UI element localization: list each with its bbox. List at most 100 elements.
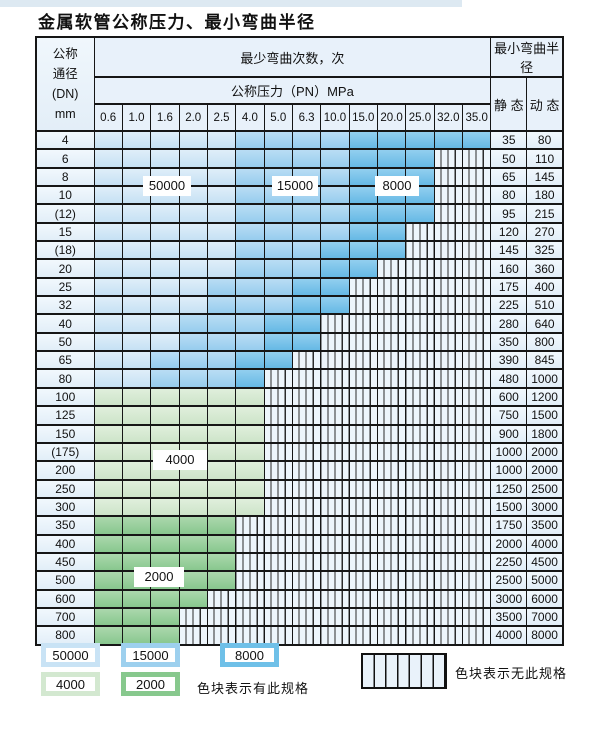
spec-cell-striped-not-available [461, 276, 492, 298]
spec-cell-green-light-4000 [150, 423, 180, 444]
dn-cell: 80 [35, 368, 95, 389]
spec-cell-striped-not-available [291, 350, 322, 371]
spec-cell-blue-dark-8000 [263, 331, 293, 353]
spec-cell-blue-medium-15000 [235, 185, 265, 206]
static-value-cell: 120 [490, 221, 528, 243]
spec-cell-green-medium-2000 [178, 588, 208, 609]
spec-cell-striped-not-available [433, 496, 463, 518]
spec-cell-striped-not-available [433, 240, 463, 261]
spec-cell-green-medium-2000 [206, 551, 237, 573]
spec-cell-striped-not-available [376, 405, 407, 426]
dn-header-line: 通径 [52, 67, 78, 81]
spec-cell-blue-light-50000 [206, 166, 237, 188]
spec-cell-blue-dark-8000 [405, 129, 435, 151]
spec-cell-blue-light-50000 [93, 221, 123, 243]
spec-cell-green-light-4000 [206, 478, 237, 499]
spec-cell-striped-not-available [461, 166, 492, 188]
spec-cell-green-medium-2000 [178, 570, 208, 591]
spec-cell-striped-not-available [405, 441, 435, 463]
spec-cell-green-light-4000 [121, 496, 152, 518]
spec-cell-green-medium-2000 [93, 606, 123, 628]
static-value-cell: 600 [490, 386, 528, 408]
spec-cell-blue-light-50000 [150, 221, 180, 243]
spec-cell-green-light-4000 [178, 405, 208, 426]
spec-cell-striped-not-available [291, 551, 322, 573]
spec-cell-blue-dark-8000 [235, 350, 265, 371]
table-row: 600 3000 6000 [35, 588, 564, 609]
pressure-column-header: 20.0 [376, 103, 407, 132]
spec-cell-green-light-4000 [235, 496, 265, 518]
spec-cell-blue-medium-15000 [235, 203, 265, 224]
spec-cell-blue-medium-15000 [320, 166, 350, 188]
spec-cell-striped-not-available [263, 441, 293, 463]
dynamic-value-cell: 110 [526, 148, 564, 169]
spec-cell-blue-light-50000 [178, 203, 208, 224]
spec-cell-striped-not-available [235, 588, 265, 609]
spec-cell-striped-not-available [348, 441, 378, 463]
spec-cell-green-light-4000 [206, 460, 237, 481]
legend-swatch-2000: 2000 [121, 672, 180, 696]
dn-column-header: 公称 通径 (DN) mm [35, 36, 95, 132]
spec-cell-striped-not-available [376, 588, 407, 609]
legend-swatch-4000: 4000 [41, 672, 100, 696]
spec-cell-blue-medium-15000 [291, 258, 322, 279]
spec-cell-green-light-4000 [93, 423, 123, 444]
page-title: 金属软管公称压力、最小弯曲半径 [38, 13, 316, 33]
table-row: 250 1250 2500 [35, 478, 564, 499]
spec-cell-striped-not-available [433, 276, 463, 298]
spec-cell-blue-dark-8000 [320, 240, 350, 261]
dn-cell: 250 [35, 478, 95, 499]
spec-cell-striped-not-available [433, 368, 463, 389]
spec-cell-striped-not-available [263, 478, 293, 499]
dynamic-value-cell: 215 [526, 203, 564, 224]
spec-cell-striped-not-available [206, 625, 237, 646]
spec-cell-striped-not-available [433, 166, 463, 188]
region-label-15000: 15000 [272, 176, 318, 196]
spec-cell-striped-not-available [405, 331, 435, 353]
spec-cell-striped-not-available [433, 258, 463, 279]
spec-cell-striped-not-available [461, 460, 492, 481]
spec-cell-blue-light-50000 [178, 258, 208, 279]
spec-cell-blue-light-50000 [178, 295, 208, 316]
spec-cell-striped-not-available [235, 515, 265, 536]
dn-cell: 32 [35, 295, 95, 316]
table-row: 125 750 1500 [35, 405, 564, 426]
spec-cell-blue-light-50000 [150, 331, 180, 353]
dynamic-value-cell: 6000 [526, 588, 564, 609]
spec-cell-striped-not-available [405, 313, 435, 334]
spec-cell-green-light-4000 [93, 405, 123, 426]
spec-cell-striped-not-available [405, 423, 435, 444]
spec-cell-striped-not-available [291, 515, 322, 536]
static-value-cell: 65 [490, 166, 528, 188]
spec-cell-blue-light-50000 [93, 240, 123, 261]
spec-cell-striped-not-available [376, 460, 407, 481]
spec-cell-striped-not-available [405, 386, 435, 408]
spec-cell-blue-dark-8000 [376, 129, 407, 151]
spec-cell-blue-light-50000 [150, 203, 180, 224]
static-value-cell: 480 [490, 368, 528, 389]
spec-cell-green-light-4000 [178, 386, 208, 408]
spec-cell-striped-not-available [348, 386, 378, 408]
spec-cell-blue-medium-15000 [291, 148, 322, 169]
table-row: 800 4000 8000 [35, 625, 564, 646]
bend-cycles-header: 最少弯曲次数，次 [93, 36, 492, 78]
table-row: 6 50 110 [35, 148, 564, 169]
spec-cell-striped-not-available [433, 570, 463, 591]
spec-cell-striped-not-available [348, 331, 378, 353]
dynamic-value-cell: 640 [526, 313, 564, 334]
spec-cell-blue-light-50000 [206, 203, 237, 224]
spec-cell-striped-not-available [433, 148, 463, 169]
spec-cell-green-light-4000 [121, 386, 152, 408]
spec-cell-striped-not-available [348, 551, 378, 573]
spec-cell-blue-light-50000 [206, 221, 237, 243]
spec-cell-striped-not-available [320, 441, 350, 463]
spec-cell-blue-medium-15000 [150, 350, 180, 371]
static-value-cell: 95 [490, 203, 528, 224]
pressure-column-header: 25.0 [405, 103, 435, 132]
region-label-4000: 4000 [153, 450, 207, 470]
pressure-column-header: 5.0 [263, 103, 293, 132]
spec-cell-striped-not-available [405, 350, 435, 371]
spec-cell-green-light-4000 [93, 460, 123, 481]
spec-cell-blue-light-50000 [93, 350, 123, 371]
